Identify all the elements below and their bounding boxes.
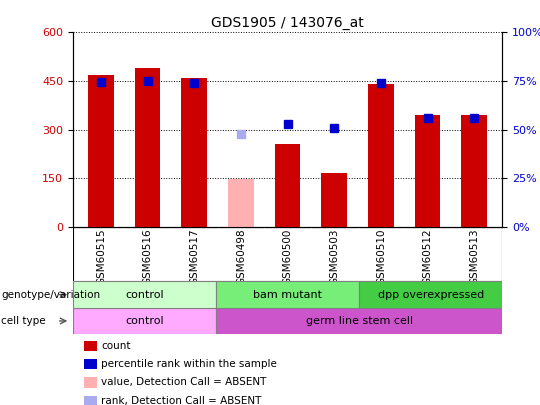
Bar bbox=[181, 78, 207, 227]
Text: germ line stem cell: germ line stem cell bbox=[306, 316, 413, 326]
Bar bbox=[461, 115, 487, 227]
Text: GSM60510: GSM60510 bbox=[376, 228, 386, 285]
Bar bbox=[216, 308, 502, 334]
Title: GDS1905 / 143076_at: GDS1905 / 143076_at bbox=[211, 16, 364, 30]
Text: GSM60503: GSM60503 bbox=[329, 228, 339, 285]
Bar bbox=[228, 179, 254, 227]
Text: count: count bbox=[101, 341, 131, 351]
Bar bbox=[275, 144, 300, 227]
Bar bbox=[321, 173, 347, 227]
Text: genotype/variation: genotype/variation bbox=[1, 290, 100, 300]
Bar bbox=[359, 281, 502, 308]
Bar bbox=[216, 281, 359, 308]
Bar bbox=[73, 308, 216, 334]
Bar bbox=[134, 68, 160, 227]
Text: GSM60500: GSM60500 bbox=[282, 228, 293, 285]
Text: control: control bbox=[125, 316, 164, 326]
Text: GSM60515: GSM60515 bbox=[96, 228, 106, 285]
Text: GSM60512: GSM60512 bbox=[422, 228, 433, 285]
Text: bam mutant: bam mutant bbox=[253, 290, 322, 300]
Text: GSM60498: GSM60498 bbox=[236, 228, 246, 285]
Bar bbox=[73, 281, 216, 308]
Text: percentile rank within the sample: percentile rank within the sample bbox=[101, 359, 277, 369]
Text: rank, Detection Call = ABSENT: rank, Detection Call = ABSENT bbox=[101, 396, 261, 405]
Text: GSM60516: GSM60516 bbox=[143, 228, 153, 285]
Bar bbox=[368, 84, 394, 227]
Bar bbox=[415, 115, 441, 227]
Text: control: control bbox=[125, 290, 164, 300]
Text: value, Detection Call = ABSENT: value, Detection Call = ABSENT bbox=[101, 377, 266, 387]
Text: dpp overexpressed: dpp overexpressed bbox=[377, 290, 484, 300]
Bar bbox=[88, 75, 114, 227]
Text: GSM60517: GSM60517 bbox=[189, 228, 199, 285]
Text: GSM60513: GSM60513 bbox=[469, 228, 479, 285]
Text: cell type: cell type bbox=[1, 316, 46, 326]
